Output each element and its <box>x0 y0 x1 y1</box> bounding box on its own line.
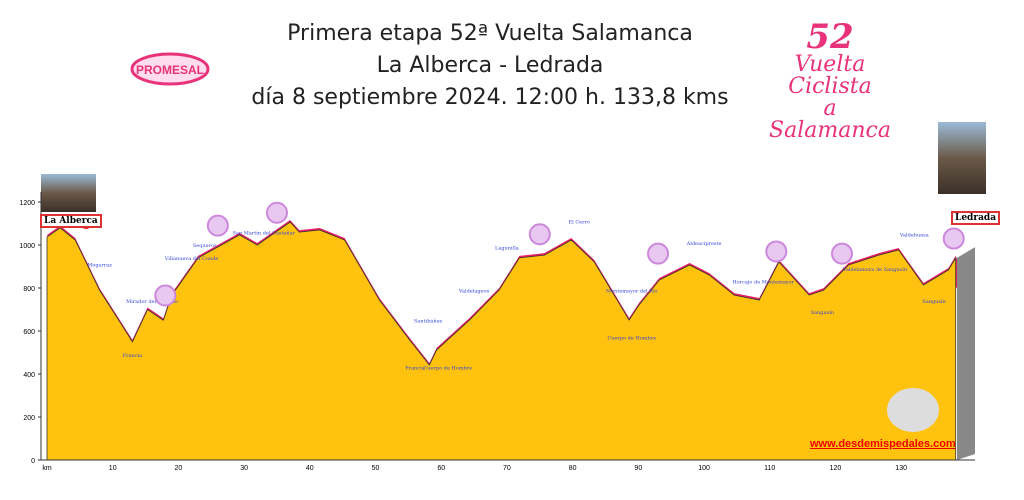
x-tick-label: 130 <box>895 465 907 472</box>
town-label: Mirador del Cozuelo <box>126 299 178 305</box>
x-tick-label: 60 <box>437 465 445 472</box>
title-line-3: día 8 septiembre 2024. 12:00 h. 133,8 km… <box>251 85 729 110</box>
town-label: Cuerpo de Hombre <box>423 366 472 372</box>
x-tick-label: 120 <box>830 465 842 472</box>
x-tick-label: 30 <box>240 465 248 472</box>
town-label: Sequeros <box>193 243 217 249</box>
start-photo <box>41 174 96 212</box>
x-tick-label: 20 <box>175 465 183 472</box>
y-tick-label: 600 <box>23 329 35 336</box>
town-label: Lagunilla <box>495 245 519 251</box>
title-line-2: La Alberca - Ledrada <box>376 53 604 78</box>
town-label: Francia <box>123 353 142 359</box>
x-tick-label: 40 <box>306 465 314 472</box>
svg-text:PROMESAL: PROMESAL <box>136 63 204 77</box>
x-tick-label: km <box>42 465 52 472</box>
vuelta-logo: 52 Vuelta Ciclista a Salamanca <box>769 17 891 143</box>
town-label: Valdelamora de Sangusín <box>842 266 908 273</box>
x-tick-label: 80 <box>569 465 577 472</box>
town-label: Santibáñez <box>414 317 443 324</box>
climb-icon <box>831 242 854 265</box>
x-tick-label: 50 <box>372 465 380 472</box>
town-label: Valdelageve <box>458 288 489 294</box>
y-tick-label: 400 <box>23 372 35 379</box>
town-label: Cuerpo de Hombre <box>607 336 656 342</box>
town-label: Sangusín <box>811 309 835 316</box>
climb-icon <box>765 240 788 263</box>
climb-icon <box>154 284 177 307</box>
finish-label: Ledrada <box>951 211 1001 225</box>
y-tick-label: 200 <box>23 415 35 422</box>
y-tick-label: 800 <box>23 286 35 293</box>
town-label: Horcajo de Montemayor <box>732 280 794 286</box>
title-line-1: Primera etapa 52ª Vuelta Salamanca <box>287 21 693 46</box>
town-label: Sangusín <box>922 298 946 305</box>
start-label: La Alberca <box>40 214 102 228</box>
climb-icon <box>942 227 965 250</box>
page-title: Primera etapa 52ª Vuelta Salamanca La Al… <box>240 18 740 114</box>
town-label: Valdehuesa <box>899 232 929 238</box>
website-link[interactable]: www.desdemispedales.com <box>810 438 956 450</box>
town-label: Villanueva del Conde <box>164 256 219 262</box>
elevation-area <box>46 221 957 461</box>
x-tick-label: 70 <box>503 465 511 472</box>
y-tick-label: 1200 <box>19 200 35 207</box>
y-tick-label: 1000 <box>19 243 35 250</box>
climb-icon <box>647 242 670 265</box>
climb-icon <box>206 214 229 237</box>
town-label: El Cerro <box>568 220 589 226</box>
climb-icon <box>528 223 551 246</box>
x-tick-label: 110 <box>764 465 775 472</box>
finish-photo <box>938 122 986 194</box>
y-tick-label: 0 <box>31 458 35 465</box>
promesal-logo: PROMESAL <box>128 44 212 90</box>
town-label: Mogarraz <box>87 263 112 269</box>
town-label: Montemayor del Río <box>606 287 658 294</box>
climb-icon <box>265 201 288 224</box>
profile-side <box>957 247 975 460</box>
town-label: Aldeacipreste <box>686 241 722 247</box>
x-tick-label: 100 <box>698 465 710 472</box>
site-logo-icon <box>887 388 939 432</box>
town-label: San Martín del Castañar <box>233 229 296 236</box>
x-tick-label: 10 <box>109 465 117 472</box>
x-tick-label: 90 <box>634 465 642 472</box>
town-label: Francia <box>405 366 424 372</box>
